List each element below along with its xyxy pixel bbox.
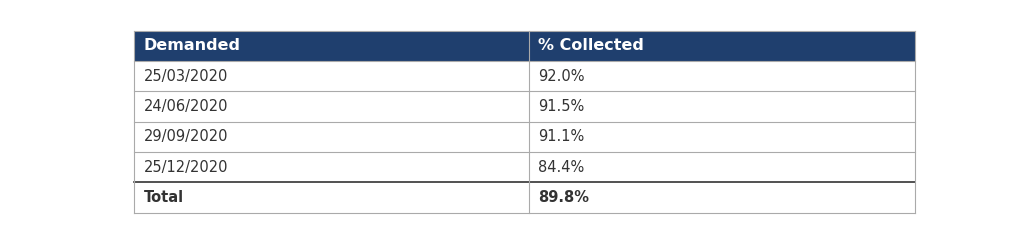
Text: 89.8%: 89.8% [539, 190, 589, 205]
Bar [528, 152, 915, 182]
Bar [134, 31, 528, 61]
Bar [528, 91, 915, 122]
Bar [528, 122, 915, 152]
Text: 25/03/2020: 25/03/2020 [143, 69, 228, 84]
Bar [134, 91, 528, 122]
Text: 25/12/2020: 25/12/2020 [143, 160, 228, 175]
Text: Demanded: Demanded [143, 38, 241, 54]
Text: % Collected: % Collected [539, 38, 644, 54]
Bar [134, 61, 528, 91]
Bar [528, 61, 915, 91]
Text: 91.5%: 91.5% [539, 99, 585, 114]
Bar [134, 152, 528, 182]
Bar [134, 122, 528, 152]
Text: 29/09/2020: 29/09/2020 [143, 129, 228, 144]
Text: Total: Total [143, 190, 184, 205]
Text: 84.4%: 84.4% [539, 160, 585, 175]
Text: 91.1%: 91.1% [539, 129, 585, 144]
Bar [528, 31, 915, 61]
Text: 92.0%: 92.0% [539, 69, 585, 84]
Bar [134, 182, 528, 213]
Text: 24/06/2020: 24/06/2020 [143, 99, 228, 114]
Bar [528, 182, 915, 213]
